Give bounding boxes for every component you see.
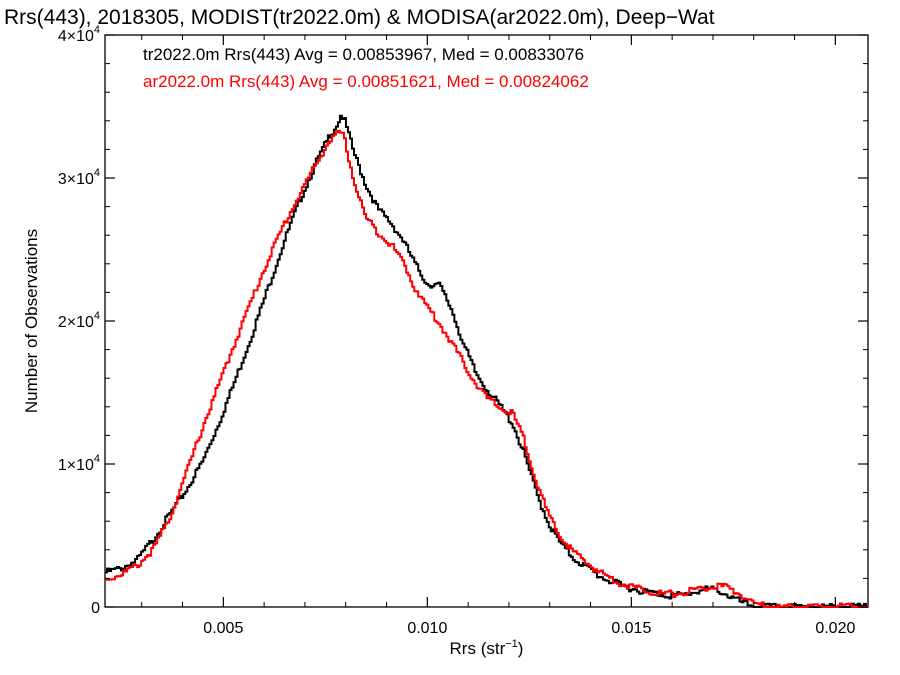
x-tick-label: 0.005 (203, 620, 243, 637)
y-tick-label: 0 (91, 600, 100, 617)
series-line-2 (105, 129, 868, 608)
y-axis-label: Number of Observations (22, 229, 41, 413)
y-tick-label: 3×104 (58, 167, 100, 188)
chart-title: Rrs(443), 2018305, MODIST(tr2022.0m) & M… (4, 6, 715, 29)
y-tick-label: 2×104 (58, 310, 100, 331)
legend-entry-2: ar2022.0m Rrs(443) Avg = 0.00851621, Med… (143, 72, 589, 91)
x-axis-label: Rrs (str−1) (450, 638, 524, 658)
y-axis-ticks: 0 1×104 2×104 3×104 4×104 (58, 24, 868, 617)
x-tick-label: 0.020 (815, 620, 855, 637)
series-line-1 (105, 114, 868, 608)
plot-frame (104, 34, 869, 608)
x-axis-ticks: 0.005 0.010 0.015 0.020 (141, 35, 855, 637)
x-tick-label: 0.010 (407, 620, 447, 637)
plot-area (104, 34, 869, 608)
y-tick-label: 1×104 (58, 453, 100, 474)
legend: tr2022.0m Rrs(443) Avg = 0.00853967, Med… (143, 45, 589, 91)
y-tick-label: 4×104 (58, 24, 100, 45)
x-tick-label: 0.015 (611, 620, 651, 637)
legend-entry-1: tr2022.0m Rrs(443) Avg = 0.00853967, Med… (143, 45, 584, 64)
